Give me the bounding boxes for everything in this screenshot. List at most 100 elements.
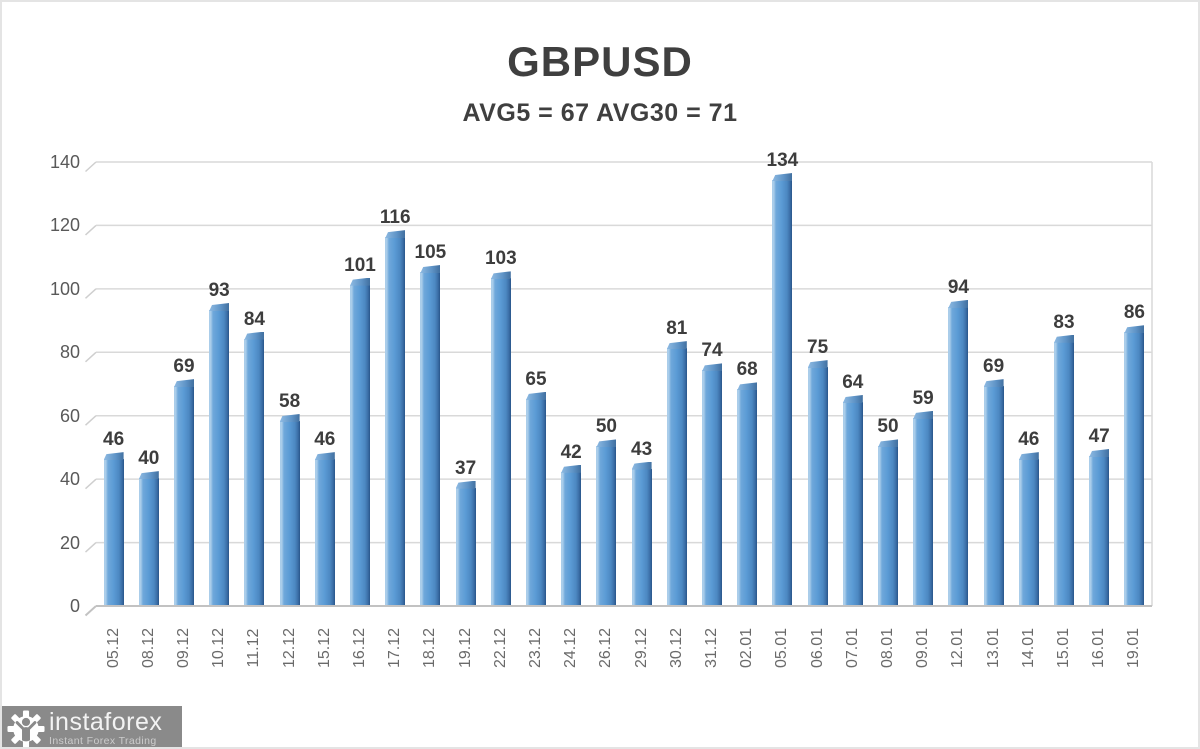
x-axis-label: 09.01: [914, 627, 932, 669]
watermark-tagline: Instant Forex Trading: [49, 735, 157, 747]
bar-31.12: [702, 363, 722, 605]
bar-value-label: 84: [243, 308, 265, 330]
bar-top-face: [1124, 325, 1145, 334]
bar-top-face: [314, 452, 335, 461]
x-axis-label: 13.01: [984, 627, 1002, 669]
bar-value-label: 93: [208, 280, 230, 302]
bar-10.12: [209, 303, 230, 605]
bar-09.12: [174, 379, 194, 605]
x-axis-label: 19.12: [456, 627, 474, 669]
bar-value-label: 69: [173, 356, 195, 378]
bar-13.01: [983, 379, 1004, 605]
instaforex-gear-person-icon: [7, 709, 45, 747]
x-axis-label: 06.01: [808, 627, 826, 669]
y-axis-label: 100: [49, 278, 80, 299]
bar-top-face: [244, 331, 265, 340]
bar-value-label: 86: [1123, 302, 1145, 324]
x-axis-label: 08.12: [139, 627, 157, 669]
bar-top-face: [103, 452, 124, 461]
x-axis-label: 18.12: [421, 627, 439, 669]
bar-value-label: 83: [1053, 311, 1075, 333]
x-axis-label: 08.01: [879, 627, 896, 669]
bar-value-label: 75: [807, 337, 829, 359]
bar-08.12: [138, 471, 159, 605]
x-axis-label: 17.12: [386, 627, 404, 669]
bar-value-label: 50: [877, 416, 899, 438]
bar-top-face: [913, 410, 934, 419]
bar-value-label: 74: [701, 340, 723, 362]
chart-subtitle: AVG5 = 67 AVG30 = 71: [462, 99, 738, 127]
bar-top-face: [526, 391, 546, 400]
x-axis-label: 16.01: [1090, 627, 1108, 669]
x-axis-label: 14.01: [1019, 627, 1037, 669]
bar-16.01: [1089, 448, 1110, 605]
x-axis-label: 22.12: [491, 627, 509, 669]
bar-top-face: [420, 265, 441, 273]
x-axis-label: 24.12: [562, 627, 580, 669]
bar-26.12: [596, 439, 617, 605]
bar-value-label: 59: [912, 387, 934, 409]
bar-top-face: [983, 379, 1004, 388]
bar-16.12: [350, 277, 370, 605]
y-axis-label: 120: [49, 215, 80, 236]
x-axis-label: 12.12: [280, 627, 298, 669]
bar-value-label: 68: [736, 359, 758, 381]
bar-29.12: [631, 461, 652, 605]
bar-value-label: 43: [631, 438, 653, 460]
bar-value-label: 58: [279, 391, 301, 413]
y-axis-label: 40: [59, 469, 80, 490]
bar-value-label: 101: [344, 254, 376, 276]
bar-07.01: [842, 395, 863, 605]
bar-value-label: 105: [414, 242, 447, 263]
bar-09.01: [913, 410, 934, 605]
bar-value-label: 40: [138, 448, 160, 470]
x-axis-label: 19.01: [1125, 627, 1143, 669]
x-axis-label: 10.12: [210, 627, 228, 669]
bar-30.12: [666, 341, 687, 605]
bar-top-face: [1018, 452, 1039, 461]
bar-14.01: [1018, 452, 1039, 605]
bar-top-face: [279, 414, 300, 423]
bar-top-face: [138, 471, 159, 480]
x-axis-label: 11.12: [245, 628, 263, 668]
x-axis-label: 31.12: [703, 627, 720, 669]
bar-top-face: [350, 277, 370, 286]
bar-19.12: [455, 480, 476, 605]
bar-value-label: 47: [1088, 425, 1110, 447]
bar-02.01: [737, 382, 758, 605]
bar-15.01: [1054, 334, 1074, 605]
y-axis-label: 140: [49, 152, 80, 172]
bar-value-label: 42: [560, 441, 582, 463]
x-axis-label: 15.01: [1055, 627, 1072, 669]
y-axis-label: 0: [69, 596, 80, 616]
bar-value-label: 64: [842, 372, 864, 394]
bar-23.12: [526, 391, 546, 605]
bar-value-label: 94: [947, 276, 969, 298]
bar-11.12: [244, 331, 265, 605]
bar-18.12: [420, 265, 441, 605]
y-axis-label: 20: [59, 532, 80, 553]
watermark-brand: instaforex: [49, 708, 163, 736]
bar-value-label: 46: [1018, 429, 1040, 451]
x-axis-label: 16.12: [351, 627, 368, 669]
x-axis-label: 12.01: [949, 627, 967, 669]
bar-22.12: [490, 271, 511, 605]
bar-top-face: [631, 461, 652, 470]
bar-06.01: [807, 360, 828, 605]
bar-top-face: [948, 299, 969, 308]
bar-value-label: 69: [983, 356, 1005, 378]
bar-top-face: [842, 395, 863, 404]
bar-12.01: [948, 299, 969, 605]
x-axis-label: 15.12: [315, 627, 333, 669]
bar-top-face: [596, 439, 617, 448]
instaforex-watermark: instaforex Instant Forex Trading: [2, 706, 182, 747]
x-axis-label: 23.12: [527, 627, 544, 669]
bar-top-face: [1089, 448, 1110, 457]
x-axis-label: 26.12: [597, 627, 615, 669]
bar-top-face: [1054, 334, 1074, 343]
bar-top-face: [737, 382, 758, 391]
bar-top-face: [666, 341, 687, 350]
bar-value-label: 134: [766, 150, 799, 172]
